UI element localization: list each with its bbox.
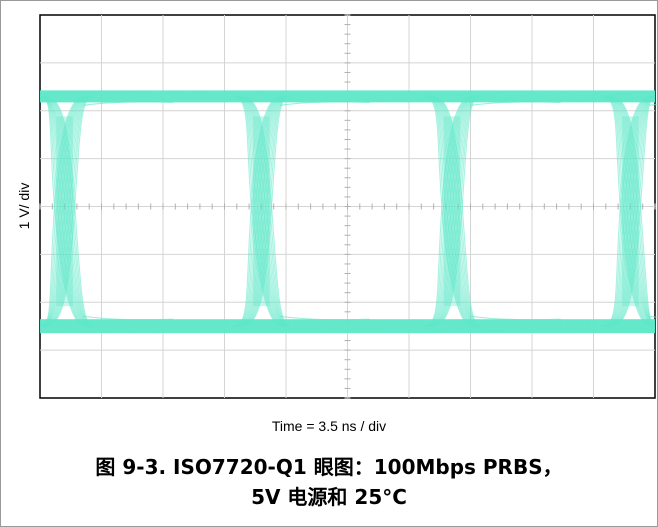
low-level-trace bbox=[39, 330, 656, 333]
rising-edge-trace bbox=[41, 95, 91, 327]
rising-edge-trace bbox=[234, 95, 285, 327]
rising-edge-trace bbox=[603, 95, 653, 327]
rising-edge-trace bbox=[422, 95, 473, 327]
high-level-trace bbox=[39, 92, 656, 95]
rising-edge-trace bbox=[39, 95, 89, 327]
rising-edge-trace bbox=[601, 95, 651, 327]
low-level-trace bbox=[39, 320, 656, 322]
rising-edge-trace bbox=[44, 95, 94, 327]
rising-edge-trace bbox=[603, 95, 654, 327]
rising-edge-trace bbox=[232, 95, 282, 327]
rising-edge-trace bbox=[601, 95, 652, 327]
rising-edge-trace bbox=[239, 95, 289, 327]
high-level-trace bbox=[39, 98, 656, 101]
rising-edge-trace bbox=[432, 95, 482, 327]
rising-edge-trace bbox=[427, 95, 477, 327]
rising-edge-trace bbox=[240, 95, 290, 327]
rising-edge-trace bbox=[232, 95, 283, 327]
rising-edge-trace bbox=[236, 95, 286, 327]
settling-trace bbox=[648, 315, 658, 318]
rising-edge-trace bbox=[41, 95, 92, 327]
rising-edge-trace bbox=[428, 95, 478, 327]
rising-edge-trace bbox=[427, 95, 478, 327]
caption-line-1: 图 9-3. ISO7720-Q1 眼图：100Mbps PRBS， bbox=[95, 455, 563, 479]
rising-edge-trace bbox=[39, 95, 87, 327]
crossing-core bbox=[443, 116, 461, 307]
settling-trace bbox=[648, 103, 658, 106]
settling-trace bbox=[470, 315, 561, 321]
rising-edge-trace bbox=[40, 95, 90, 327]
rising-edge-trace bbox=[608, 95, 656, 327]
rising-edge-trace bbox=[610, 95, 656, 327]
settling-trace bbox=[470, 101, 561, 106]
rising-edge-trace bbox=[425, 95, 475, 327]
x-axis-label: Time = 3.5 ns / div bbox=[271, 418, 387, 434]
settling-trace bbox=[279, 101, 370, 106]
rising-edge-trace bbox=[235, 95, 285, 327]
rising-edge-trace bbox=[39, 95, 86, 327]
rising-edge-trace bbox=[43, 95, 94, 327]
rising-edge-trace bbox=[241, 95, 291, 327]
crossing-core bbox=[253, 116, 270, 307]
rising-edge-trace bbox=[237, 95, 287, 327]
rising-edge-trace bbox=[233, 95, 283, 327]
rising-edge-trace bbox=[39, 95, 89, 327]
rising-edge-trace bbox=[239, 95, 290, 327]
settling-trace bbox=[82, 315, 174, 321]
rising-edge-trace bbox=[430, 95, 480, 327]
rising-edge-trace bbox=[431, 95, 481, 327]
rising-edge-trace bbox=[424, 95, 475, 327]
rising-edge-trace bbox=[429, 95, 480, 327]
low-level-band bbox=[40, 319, 655, 334]
rising-edge-trace bbox=[42, 95, 92, 327]
rising-edge-trace bbox=[426, 95, 476, 327]
rising-edge-trace bbox=[43, 95, 93, 327]
rising-edge-trace bbox=[39, 95, 87, 327]
y-axis-label: 1 V/ div bbox=[16, 182, 32, 230]
caption-line-2: 5V 电源和 25°C bbox=[251, 485, 407, 509]
rising-edge-trace bbox=[602, 95, 652, 327]
rising-edge-trace bbox=[429, 95, 479, 327]
rising-edge-trace bbox=[604, 95, 654, 327]
rising-edge-trace bbox=[609, 95, 656, 327]
rising-edge-trace bbox=[608, 95, 656, 327]
rising-edge-trace bbox=[605, 95, 655, 327]
rising-edge-trace bbox=[424, 95, 474, 327]
rising-edge-trace bbox=[423, 95, 473, 327]
rising-edge-trace bbox=[237, 95, 288, 327]
rising-edge-trace bbox=[39, 95, 88, 327]
high-level-trace bbox=[39, 90, 656, 93]
crossing-core bbox=[622, 116, 639, 307]
settling-trace bbox=[279, 315, 370, 321]
rising-edge-trace bbox=[607, 95, 656, 327]
figure-caption: 图 9-3. ISO7720-Q1 眼图：100Mbps PRBS， 5V 电源… bbox=[0, 452, 658, 512]
eye-traces bbox=[39, 90, 658, 334]
rising-edge-trace bbox=[606, 95, 656, 327]
rising-edge-trace bbox=[39, 95, 85, 327]
oscilloscope-plot bbox=[39, 14, 658, 399]
high-level-band bbox=[40, 90, 655, 103]
rising-edge-trace bbox=[238, 95, 288, 327]
rising-edge-trace bbox=[234, 95, 284, 327]
grid-lines bbox=[39, 14, 656, 399]
crossing-core bbox=[56, 116, 73, 307]
settling-trace bbox=[82, 101, 174, 106]
